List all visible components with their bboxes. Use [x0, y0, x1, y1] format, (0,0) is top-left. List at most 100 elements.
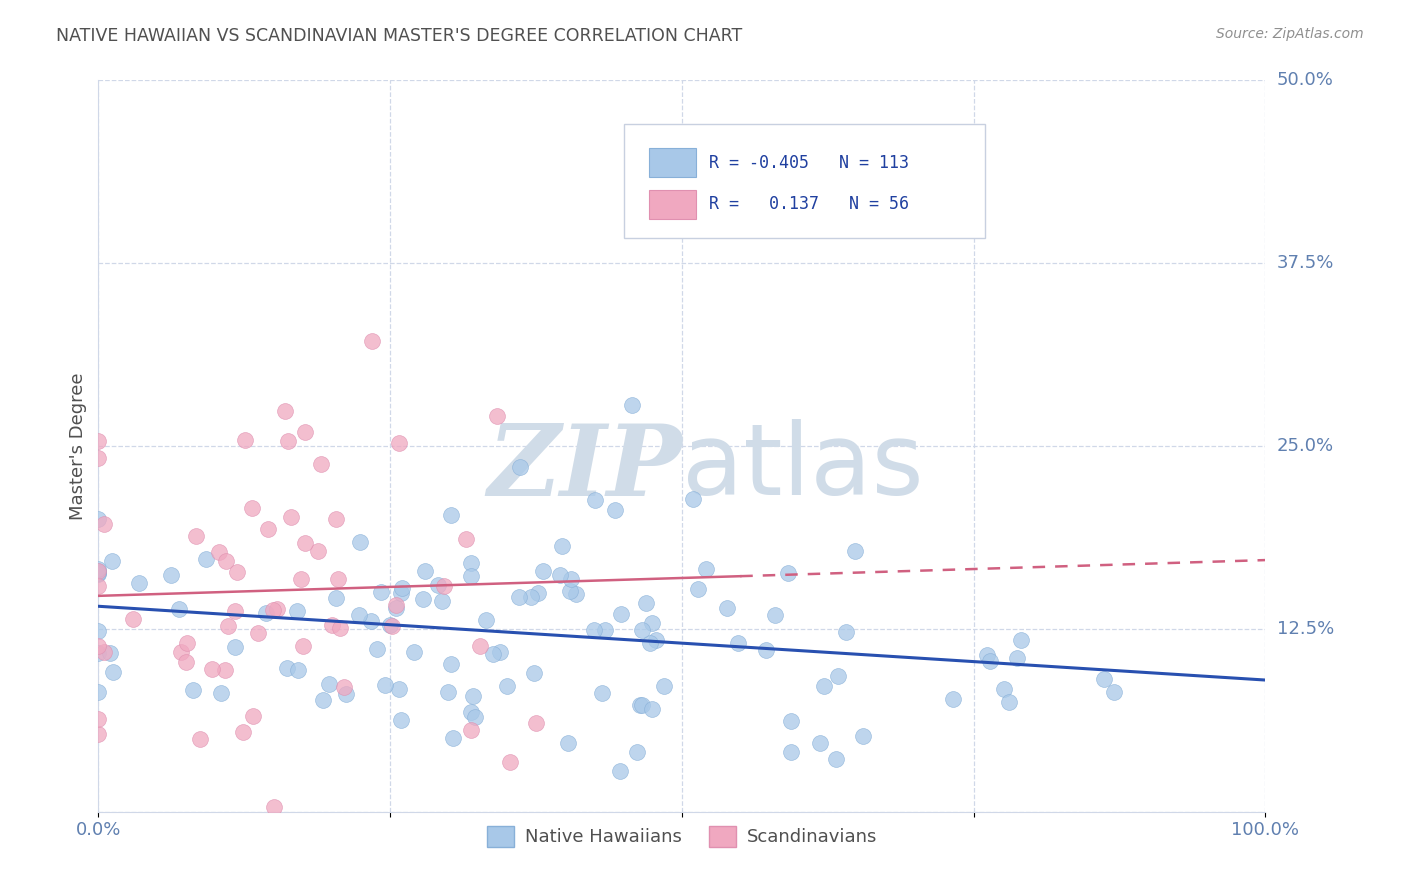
Point — [291, 639, 314, 653]
Point — [332, 681, 354, 695]
Point — [979, 654, 1001, 668]
Point — [523, 666, 546, 681]
Point — [437, 685, 460, 699]
Point — [242, 500, 264, 515]
Point — [808, 736, 831, 750]
FancyBboxPatch shape — [650, 148, 696, 178]
Point — [460, 568, 482, 582]
Point — [217, 619, 239, 633]
Point — [533, 564, 555, 578]
Point — [464, 710, 486, 724]
Point — [262, 603, 284, 617]
Point — [609, 764, 631, 778]
Point — [413, 564, 436, 578]
Point — [208, 545, 231, 559]
Point — [813, 679, 835, 693]
Point — [195, 552, 218, 566]
Point — [468, 640, 491, 654]
Point — [366, 641, 388, 656]
Point — [201, 662, 224, 676]
Point — [374, 678, 396, 692]
Point — [548, 568, 571, 582]
Point — [520, 590, 543, 604]
Point — [640, 702, 662, 716]
Point — [460, 705, 482, 719]
Point — [233, 434, 256, 448]
Point — [87, 624, 110, 638]
Point — [257, 522, 280, 536]
Point — [824, 752, 846, 766]
Point — [780, 745, 803, 759]
Point — [1092, 673, 1115, 687]
Point — [285, 604, 308, 618]
Point — [294, 535, 316, 549]
Point — [593, 624, 616, 638]
Point — [605, 502, 627, 516]
Text: NATIVE HAWAIIAN VS SCANDINAVIAN MASTER'S DEGREE CORRELATION CHART: NATIVE HAWAIIAN VS SCANDINAVIAN MASTER'S… — [56, 27, 742, 45]
Point — [93, 645, 115, 659]
Point — [87, 564, 110, 578]
Point — [628, 698, 651, 713]
Point — [495, 679, 517, 693]
Point — [509, 459, 531, 474]
Point — [87, 564, 110, 578]
Text: 37.5%: 37.5% — [1277, 254, 1334, 272]
Point — [654, 679, 676, 693]
Point — [456, 532, 478, 546]
Point — [309, 457, 332, 471]
Point — [388, 681, 411, 696]
Point — [557, 736, 579, 750]
Point — [638, 635, 661, 649]
Point — [98, 646, 121, 660]
Point — [993, 681, 1015, 696]
Point — [439, 508, 461, 523]
Point — [87, 712, 110, 726]
Point — [631, 698, 654, 713]
Text: 50.0%: 50.0% — [1277, 71, 1333, 89]
Point — [87, 512, 110, 526]
Point — [87, 727, 110, 741]
Point — [391, 581, 413, 595]
Point — [385, 601, 408, 615]
Point — [389, 714, 412, 728]
Point — [349, 535, 371, 549]
Point — [209, 686, 232, 700]
Point — [378, 618, 401, 632]
Point — [835, 624, 858, 639]
Point — [489, 645, 512, 659]
Point — [277, 434, 299, 449]
Point — [942, 692, 965, 706]
Point — [266, 602, 288, 616]
Point — [280, 510, 302, 524]
Point — [682, 492, 704, 507]
Point — [385, 598, 408, 612]
Point — [440, 657, 463, 671]
FancyBboxPatch shape — [624, 124, 986, 237]
Legend: Native Hawaiians, Scandinavians: Native Hawaiians, Scandinavians — [479, 819, 884, 854]
Point — [432, 594, 454, 608]
Point — [852, 729, 875, 743]
Point — [755, 642, 778, 657]
Point — [389, 585, 412, 599]
Point — [686, 582, 709, 596]
Point — [381, 619, 404, 633]
Point — [254, 607, 277, 621]
Point — [101, 554, 124, 568]
Point — [433, 579, 456, 593]
Point — [997, 695, 1019, 709]
Point — [526, 586, 548, 600]
Point — [87, 562, 110, 576]
Point — [620, 398, 643, 412]
Point — [695, 562, 717, 576]
Point — [360, 614, 382, 628]
Point — [263, 799, 285, 814]
Point — [582, 623, 605, 637]
Text: R = -0.405   N = 113: R = -0.405 N = 113 — [709, 153, 908, 172]
Point — [87, 579, 110, 593]
Point — [190, 731, 212, 746]
Point — [727, 635, 749, 649]
Point — [214, 663, 236, 677]
Point — [224, 604, 246, 618]
Point — [294, 425, 316, 439]
Point — [412, 592, 434, 607]
